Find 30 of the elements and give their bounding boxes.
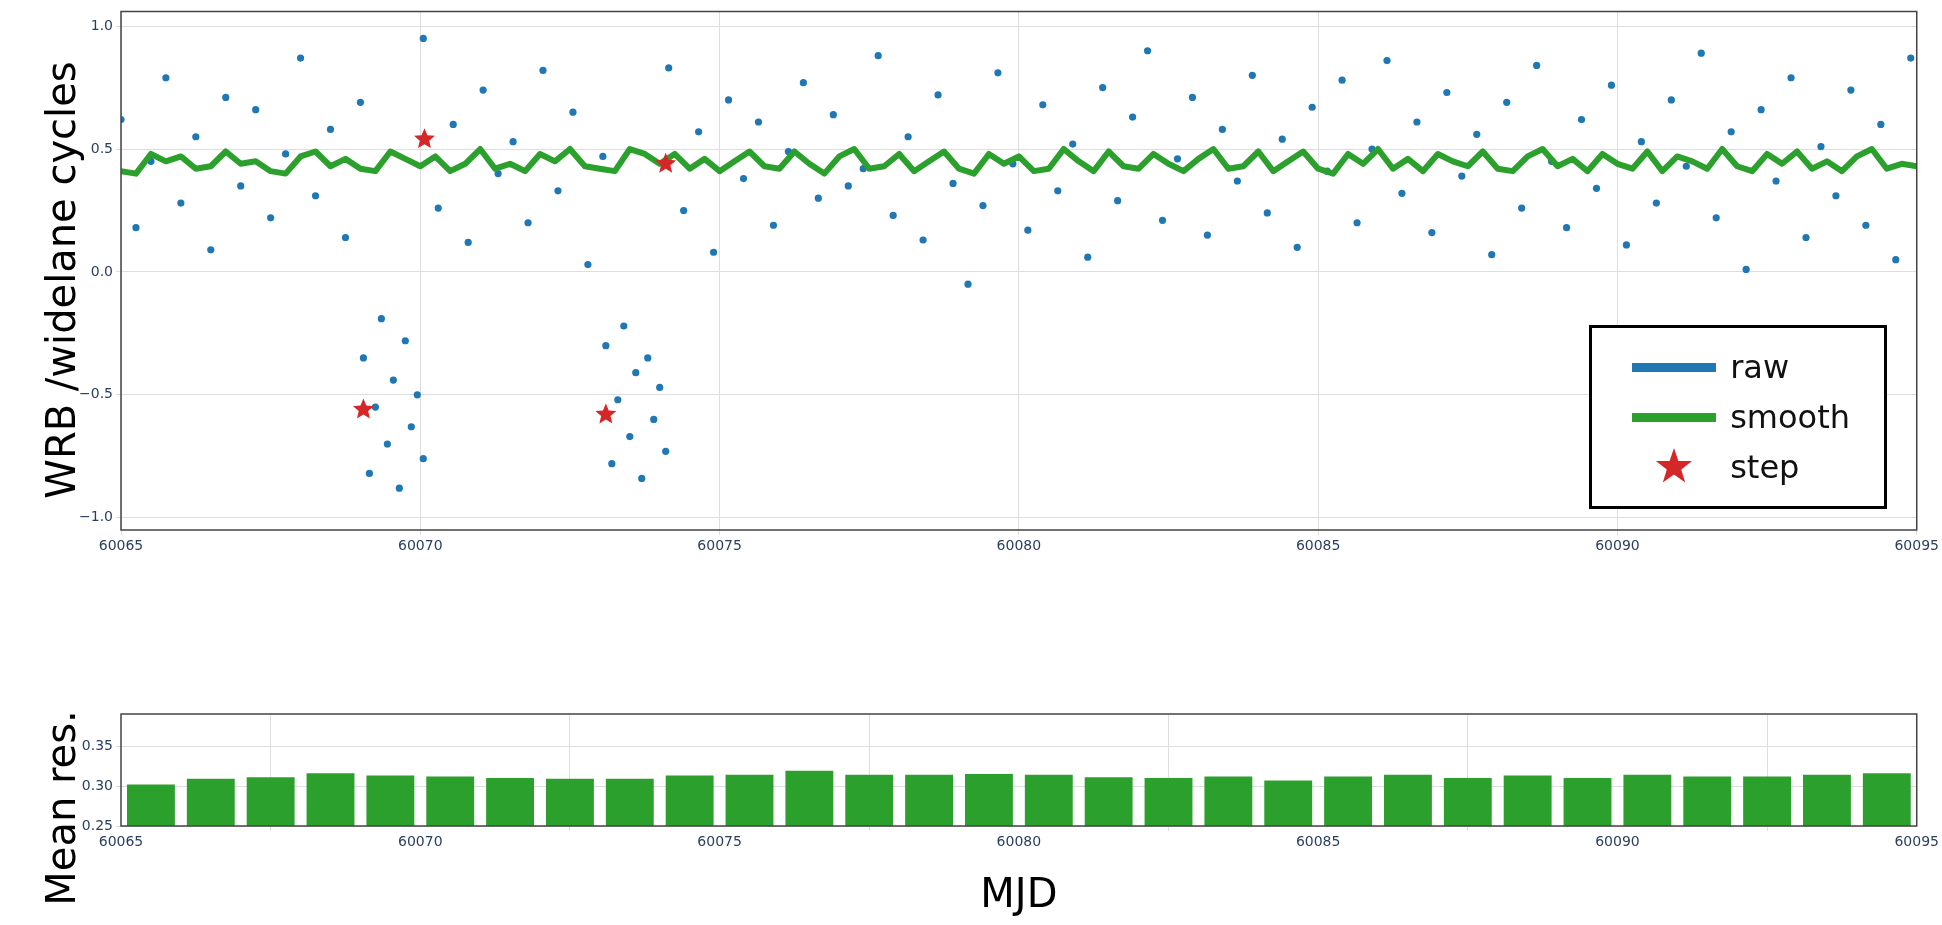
- x-tick-label: 60085: [1295, 537, 1341, 554]
- point: [414, 128, 435, 149]
- x-tick-label: 60075: [697, 833, 742, 850]
- x-tick-label: 60070: [398, 537, 443, 554]
- y-tick-label: 0.25: [81, 816, 113, 833]
- y-tick-label: 0.30: [81, 776, 113, 793]
- x-tick-label: 60070: [398, 833, 443, 850]
- y-tick-label: −1.0: [79, 508, 113, 525]
- x-tick-label: 60090: [1595, 833, 1640, 850]
- y-tick-label: 1.0: [90, 16, 113, 33]
- x-tick-label: 60075: [697, 537, 742, 554]
- x-tick-label: 60080: [996, 537, 1042, 554]
- point: [655, 152, 677, 173]
- x-axis-title: MJD: [980, 870, 1058, 917]
- x-tick-label: 60080: [996, 833, 1042, 850]
- x-tick-label: 60090: [1595, 537, 1640, 554]
- x-tick-label: 60065: [98, 537, 144, 554]
- x-tick-label: 60095: [1894, 833, 1940, 850]
- y-tick-label: −0.5: [79, 385, 113, 402]
- x-tick-label: 60085: [1295, 833, 1341, 850]
- legend-label: step: [1730, 448, 1800, 486]
- point: [595, 403, 617, 424]
- legend-label: raw: [1730, 348, 1790, 386]
- point: [352, 398, 374, 419]
- y-tick-label: 0.5: [90, 139, 113, 156]
- x-tick-label: 60095: [1894, 537, 1940, 554]
- y-tick-label: 0.35: [81, 736, 113, 753]
- legend-label: smooth: [1730, 398, 1850, 436]
- y-tick-label: 0.0: [90, 262, 113, 279]
- x-tick-label: 60065: [98, 833, 144, 850]
